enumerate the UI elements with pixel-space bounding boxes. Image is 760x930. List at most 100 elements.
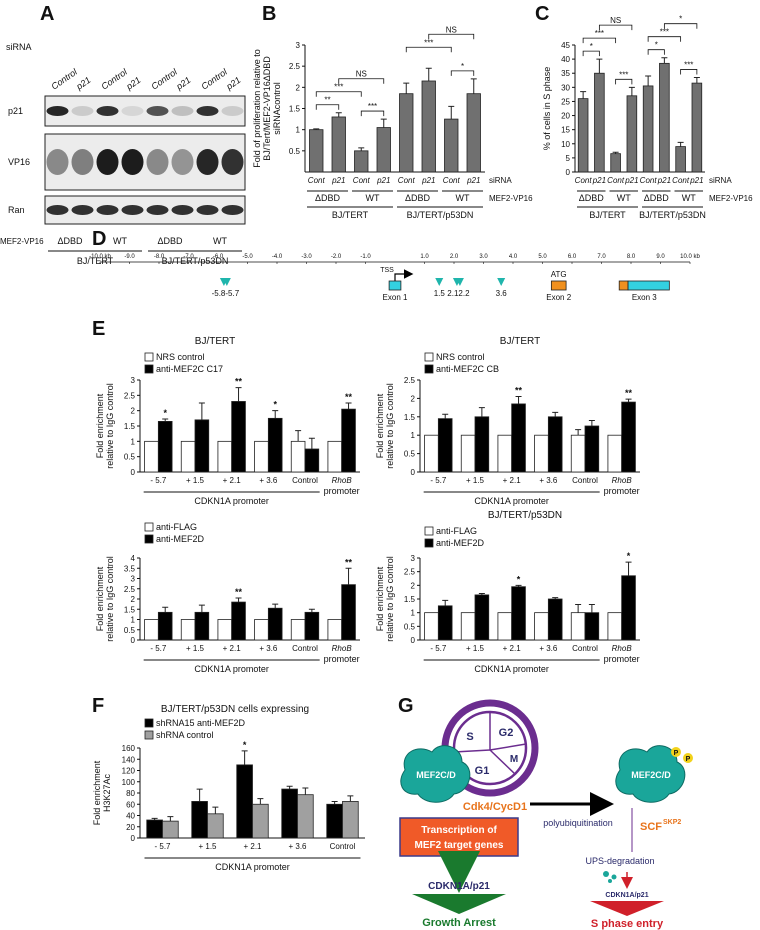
phospho-dot (671, 747, 681, 757)
y-axis-label: Fold of proliferation relative to (252, 49, 262, 168)
x-axis-label: promoter (324, 654, 360, 664)
bar (207, 813, 224, 839)
x-tick-label: Cont (607, 176, 625, 185)
group-label: ΔDBD (315, 193, 341, 203)
x-tick-label: - 5.7 (430, 644, 447, 653)
significance: *** (334, 83, 343, 92)
error-bar (286, 785, 293, 790)
error-bar (448, 105, 455, 120)
bar (297, 794, 314, 839)
y-tick-label: 2 (131, 595, 136, 604)
significance: ** (345, 392, 353, 402)
bar (511, 586, 526, 641)
chart-title: BJ/TERT (500, 336, 540, 347)
bar (511, 403, 526, 473)
x-tick-label: 9.0 (656, 254, 665, 260)
bar (547, 416, 563, 473)
outcome-label: S phase entry (591, 918, 664, 930)
error-bar (552, 597, 559, 599)
blot-band (171, 106, 194, 116)
significance: *** (424, 38, 433, 47)
significance: * (163, 408, 167, 418)
error-bar (575, 429, 582, 436)
significance-bracket (315, 104, 340, 110)
x-tick-label: 6.0 (568, 254, 577, 260)
blot-band (221, 106, 244, 116)
y-tick-label: 80 (126, 789, 135, 798)
binding-site (435, 278, 444, 286)
error-bar (198, 604, 205, 613)
legend-swatch (144, 718, 154, 728)
blot-band (71, 106, 94, 116)
significance: ** (625, 388, 633, 398)
row-label: siRNA (489, 176, 512, 185)
y-tick-label: 20 (561, 112, 570, 121)
y-tick-label: 2.5 (404, 568, 416, 577)
significance: NS (356, 70, 367, 79)
error-bar (257, 798, 264, 805)
bar (474, 594, 490, 641)
bar (437, 605, 453, 641)
binding-site (222, 278, 231, 286)
y-tick-label: 40 (126, 812, 135, 821)
x-tick-label: - 5.7 (150, 476, 167, 485)
phospho-dot (683, 753, 693, 763)
bar (144, 619, 159, 641)
blot-band (46, 149, 69, 175)
cell-line-label: BJ/TERT (589, 210, 626, 220)
construct: WT (213, 236, 227, 246)
group-label: ΔDBD (579, 193, 605, 203)
error-bar (235, 597, 242, 603)
error-bar (235, 387, 242, 402)
group-label: ΔDBD (405, 193, 431, 203)
bar (267, 417, 283, 473)
bar (327, 440, 343, 473)
panel-letter: F (92, 695, 104, 717)
error-bar (425, 67, 432, 81)
bar (290, 619, 306, 641)
x-tick-label: -5.0 (242, 254, 253, 260)
bar (252, 803, 269, 839)
phase-label: S (466, 731, 473, 743)
x-tick-label: + 1.5 (186, 476, 205, 485)
bar (217, 619, 233, 641)
x-tick-label: Cont (308, 176, 326, 185)
blot-band (96, 205, 119, 215)
x-axis-label: CDKN1A promoter (474, 496, 549, 506)
bar (254, 440, 269, 473)
significance-bracket (598, 24, 633, 31)
x-tick-label: 2.0 (450, 254, 459, 260)
outcome-arrowhead (412, 894, 506, 914)
y-tick-label: 0 (411, 468, 416, 477)
blot-band (146, 205, 169, 215)
ligase-superscript: SKP2 (663, 819, 681, 826)
group-label: WT (366, 193, 380, 203)
legend-swatch (144, 364, 154, 374)
x-tick-label: - 5.7 (430, 476, 447, 485)
y-tick-label: 2 (131, 407, 136, 416)
y-tick-label: 2.5 (404, 376, 416, 385)
outcome-label: Growth Arrest (422, 917, 496, 929)
y-tick-label: 4 (131, 554, 136, 563)
error-bar (167, 816, 174, 822)
row-label: MEF2-VP16 (489, 194, 533, 203)
bar (157, 420, 173, 473)
blot-band (96, 106, 119, 116)
phospho-label: P (686, 756, 691, 763)
bar (466, 93, 481, 173)
x-tick-label: + 2.1 (223, 644, 242, 653)
bar (157, 611, 173, 641)
bar (376, 127, 391, 173)
transcription-box (399, 817, 519, 857)
significance-bracket (663, 23, 698, 29)
y-axis-label: Fold enrichment (375, 393, 385, 458)
y-tick-label: 1 (411, 609, 416, 618)
bar (460, 434, 476, 473)
bar (304, 448, 320, 473)
exon-label: Exon 1 (383, 293, 408, 302)
error-bar (478, 407, 485, 417)
x-tick-label: p21 (592, 176, 606, 185)
error-bar (272, 410, 279, 419)
significance-bracket (582, 50, 600, 57)
significance-bracket (360, 110, 385, 117)
